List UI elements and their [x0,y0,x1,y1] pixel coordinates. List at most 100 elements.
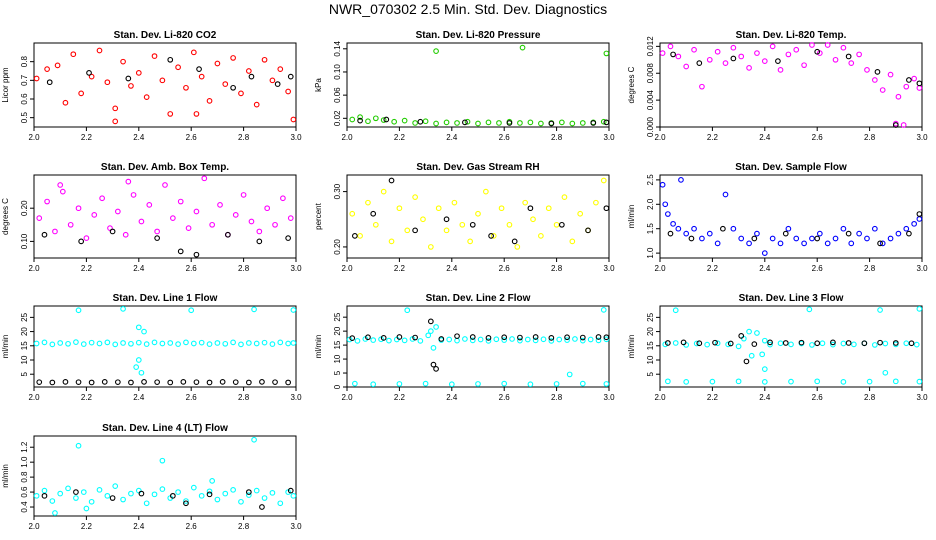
data-point-main [738,235,745,242]
data-point-main [769,235,776,242]
plot-frame [346,174,610,259]
data-point-main [519,44,526,51]
data-point-check [259,504,265,510]
data-point-main [357,233,363,239]
x-tick-label: 2.2 [707,264,719,273]
data-point-main [514,244,521,250]
data-point-main [159,457,166,464]
data-point-check [798,339,805,346]
data-point-main [903,225,910,232]
y-tick-label: 1.5 [646,223,655,235]
y-tick-label: 25 [646,312,655,321]
x-tick-label: 2.8 [238,393,250,402]
data-point-main [706,56,713,63]
data-point-check [125,75,132,82]
data-point-check [86,70,92,76]
data-point-main [238,90,244,97]
data-point-main [177,198,184,205]
data-point-main [159,340,166,347]
data-point-main [57,182,64,188]
data-point-main [41,487,48,494]
data-point-main [840,225,847,232]
data-point-main [190,340,197,347]
data-point-main [73,339,79,345]
data-point-main [251,436,257,443]
data-point-main [848,60,855,67]
y-tick-label: 10 [333,354,342,363]
data-point-main [422,380,429,387]
data-point-main [401,337,408,344]
y-tick-label: 0.8 [20,56,29,68]
data-point-check [845,230,852,237]
data-point-main [404,227,411,234]
y-tick-label: 0.000 [646,116,655,137]
data-point-main [49,498,56,504]
data-point-main [49,341,56,348]
data-point-main [864,235,870,242]
data-point-main [91,211,98,218]
data-point-main [814,378,821,385]
y-tick-label: 15 [646,341,655,350]
data-point-check [548,120,555,127]
data-point-main [290,340,297,346]
x-tick-label: 2.8 [238,133,250,142]
data-point-main [678,177,684,183]
data-point-main [83,235,90,241]
y-tick-label: 0.8 [20,471,29,483]
data-point-main [151,339,158,346]
data-point-main [462,336,468,342]
data-point-main [222,490,229,497]
data-point-main [78,90,85,97]
data-point-main [232,211,239,218]
data-point-main [222,81,229,87]
data-point-main [903,340,910,347]
data-point-check [245,489,252,495]
data-point-main [569,238,576,245]
x-tick-label: 3.0 [290,264,302,273]
data-point-check [193,379,200,386]
data-point-main [73,495,79,501]
data-point-main [396,205,403,212]
y-tick-label: 0.5 [20,112,29,124]
x-tick-label: 2.6 [186,264,198,273]
data-point-main [209,221,216,228]
data-point-check [595,334,602,340]
y-axis-label: Licor ppm [1,67,10,102]
y-tick-label: 10 [20,355,29,364]
data-point-main [412,120,418,126]
data-point-main [517,337,523,344]
data-point-main [264,205,271,212]
x-tick-label: 2.0 [341,393,353,402]
data-point-main [882,340,889,347]
x-tick-label: 2.8 [551,264,563,273]
data-point-main [493,336,500,343]
y-tick-label: 25 [20,312,29,321]
data-point-main [365,199,371,206]
plot-frame [33,174,297,259]
data-point-check [49,379,56,386]
data-point-main [138,369,145,376]
data-point-main [154,228,160,235]
data-point-main [104,492,111,499]
data-point-main [665,378,671,385]
data-point-check [712,339,718,346]
data-point-check [193,251,200,258]
data-point-main [564,337,570,343]
data-point-main [245,340,252,346]
x-tick-label: 2.8 [864,264,876,273]
data-point-main [600,118,607,125]
data-point-check [443,216,450,223]
data-point-main [556,336,563,343]
data-point-main [36,215,43,222]
data-point-main [746,65,752,71]
data-point-check [167,379,174,386]
data-point-check [906,230,912,237]
data-point-main [114,208,121,215]
y-tick-label: 20 [20,327,29,336]
y-tick-label: 15 [333,340,342,349]
y-tick-label: 0.10 [20,233,29,249]
data-point-main [498,205,505,212]
data-point-main [691,225,697,232]
data-point-check [469,334,476,340]
data-point-check [388,177,395,184]
